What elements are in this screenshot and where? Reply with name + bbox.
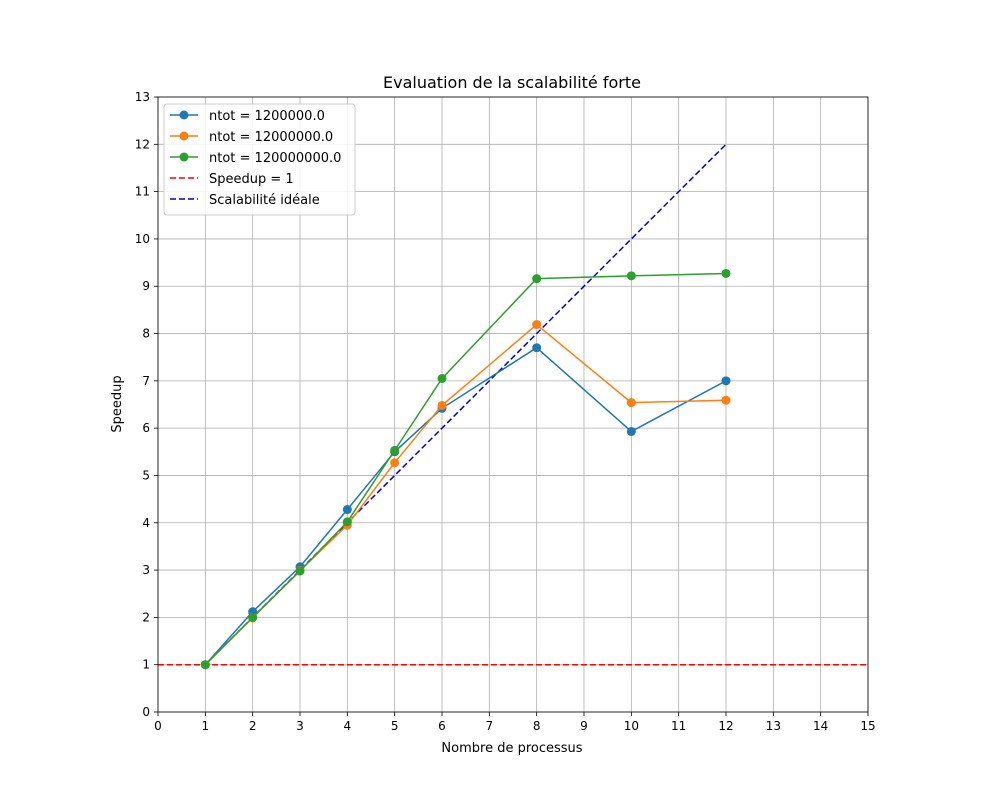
x-tick-label: 0 [154,719,162,733]
legend-label: Scalabilité idéale [209,193,320,208]
data-point [200,660,210,670]
x-tick-label: 9 [580,719,588,733]
plot-frame [157,96,869,713]
x-tick-label: 1 [202,719,210,733]
data-point [532,343,542,353]
legend-label: ntot = 12000000.0 [209,130,333,145]
data-point [532,320,542,330]
legend-label: ntot = 120000000.0 [209,151,341,166]
data-point [390,445,400,455]
x-tick-label: 8 [533,719,541,733]
x-tick-label: 11 [671,719,686,733]
legend-marker [179,110,189,120]
data-point [390,458,400,468]
data-point [532,274,542,284]
y-tick-label: 1 [142,658,150,672]
data-point [248,612,258,622]
x-tick-label: 4 [344,719,352,733]
x-tick-label: 12 [718,719,733,733]
y-tick-label: 10 [135,232,150,246]
y-tick-label: 9 [142,279,150,293]
series-layer [200,268,731,670]
y-tick-label: 0 [142,705,150,719]
data-point [342,517,352,527]
y-tick-label: 7 [142,374,150,388]
y-tick-label: 5 [142,468,150,482]
data-point [626,426,636,436]
x-tick-label: 3 [296,719,304,733]
data-point [721,268,731,278]
x-tick-label: 6 [438,719,446,733]
y-tick-label: 8 [142,327,150,341]
data-point [626,271,636,281]
legend-label: ntot = 1200000.0 [209,109,325,124]
data-point [437,400,447,410]
x-tick-label: 7 [486,719,494,733]
data-point [626,398,636,408]
y-tick-label: 3 [142,563,150,577]
x-tick-label: 10 [624,719,639,733]
legend-marker [179,152,189,162]
x-axis-label: Nombre de processus [441,741,582,756]
y-tick-label: 11 [135,185,150,199]
y-tick-label: 4 [142,516,150,530]
chart-title: Evaluation de la scalabilité forte [383,73,641,92]
data-point [295,566,305,576]
legend-box [163,103,356,216]
data-point [437,373,447,383]
legend-label: Speedup = 1 [209,172,294,187]
x-tick-label: 5 [391,719,399,733]
y-tick-label: 2 [142,610,150,624]
x-tick-label: 14 [813,719,828,733]
x-tick-label: 15 [860,719,875,733]
data-point [721,376,731,386]
x-tick-label: 13 [766,719,781,733]
y-tick-label: 13 [135,90,150,104]
legend: ntot = 1200000.0 ntot = 12000000.0 ntot = … [163,103,356,216]
data-point [721,395,731,405]
legend-marker [179,131,189,141]
y-tick-label: 6 [142,421,150,435]
data-point [342,505,352,515]
y-axis-label: Speedup [110,375,125,432]
x-tick-label: 2 [249,719,257,733]
y-tick-label: 12 [135,137,150,151]
